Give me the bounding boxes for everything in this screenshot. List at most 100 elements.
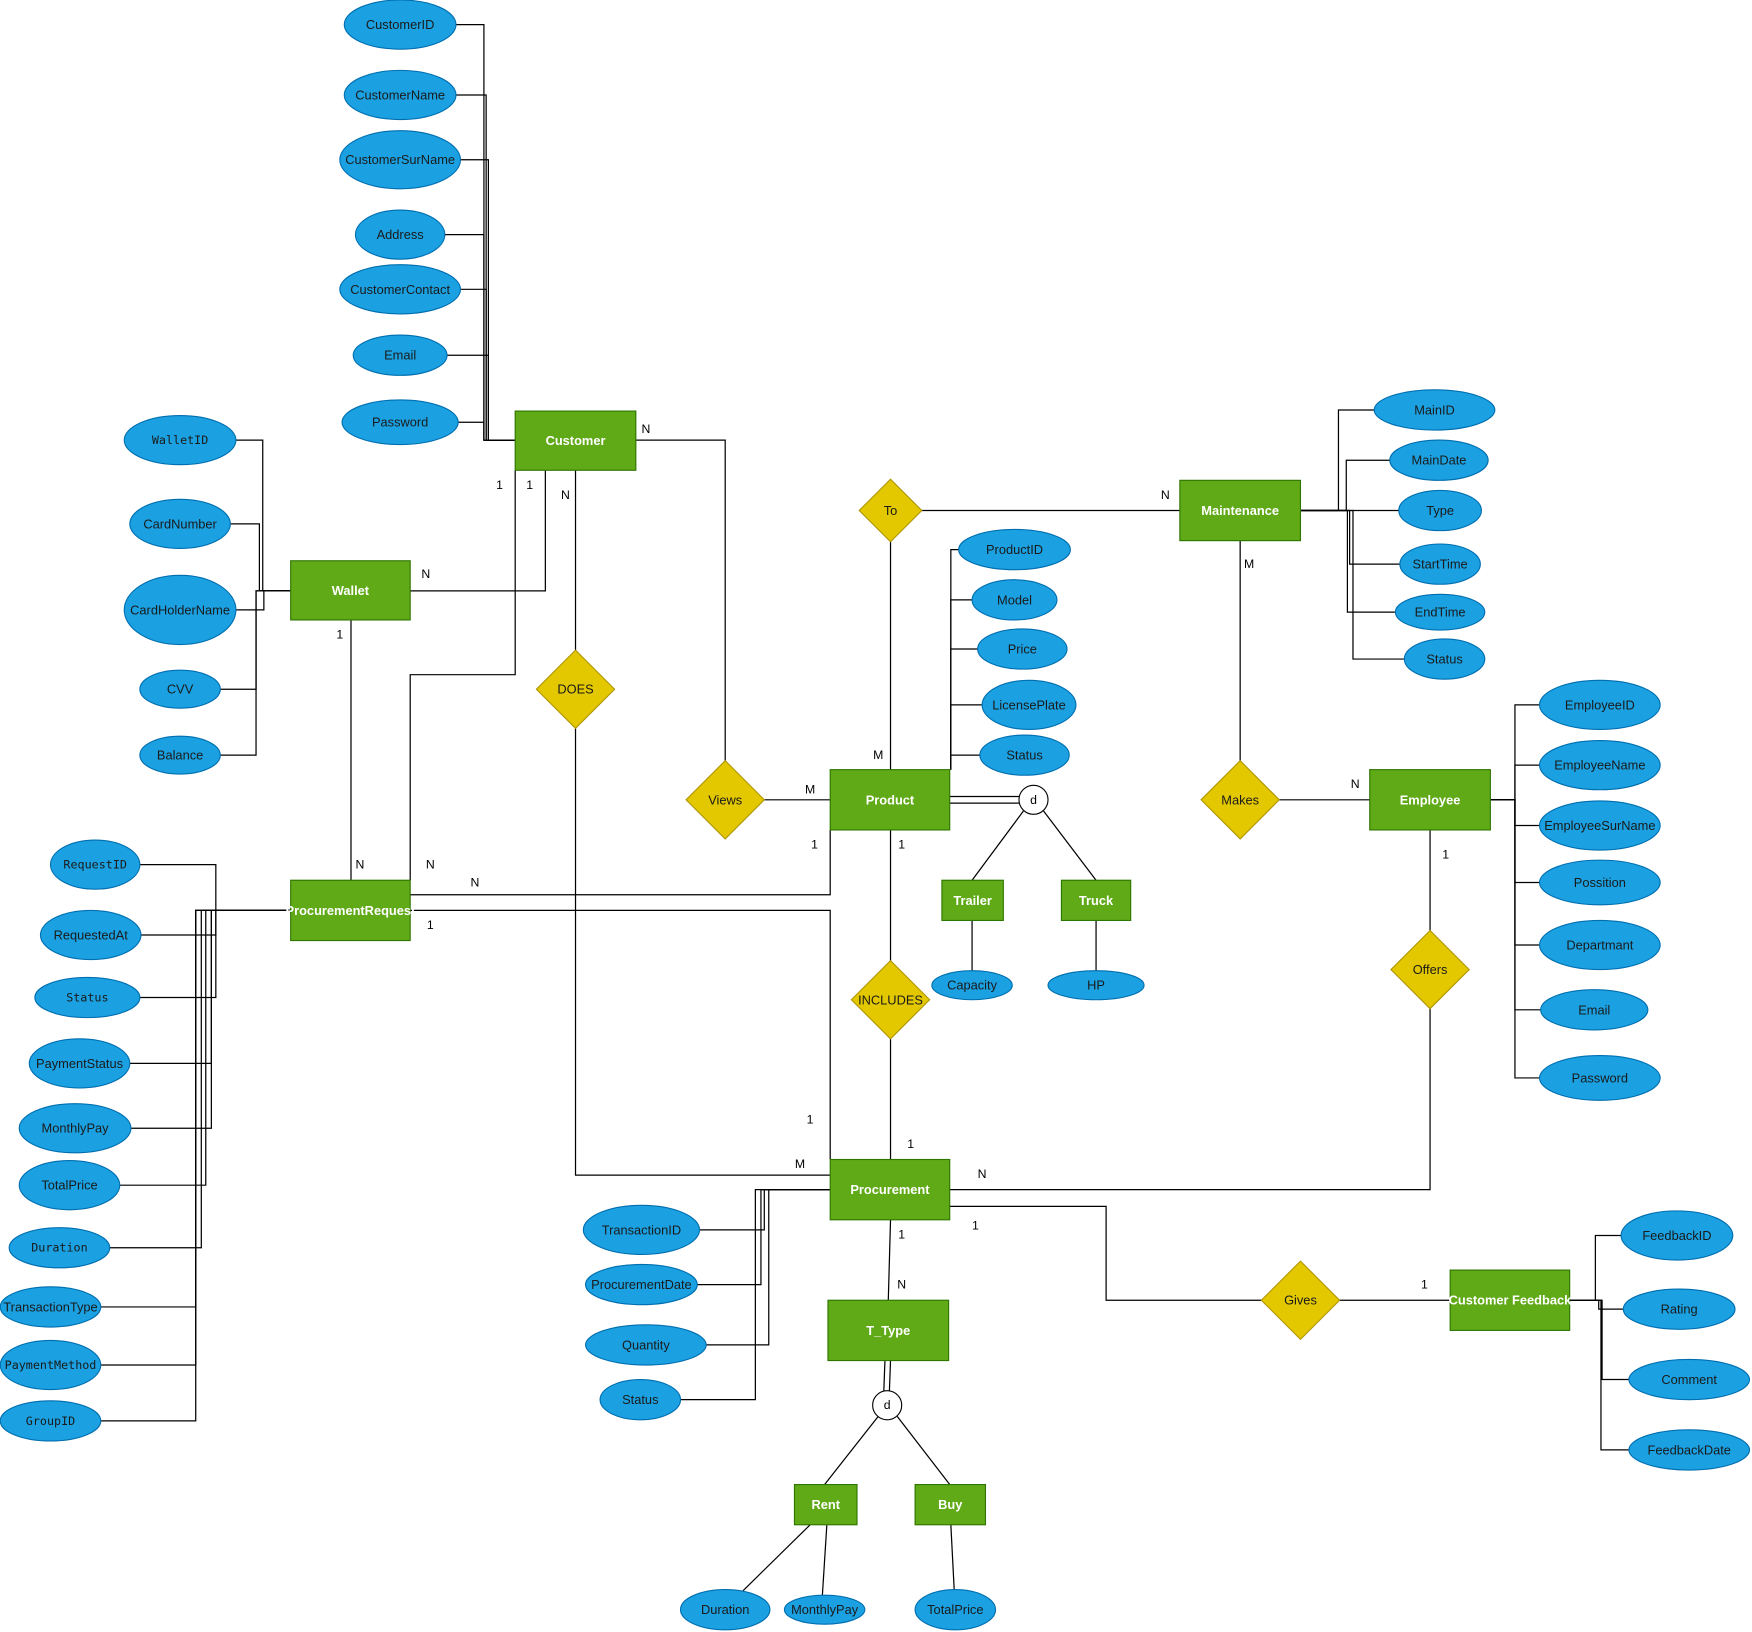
- attribute-label: Password: [372, 415, 428, 430]
- relationship-makes[interactable]: Makes: [1200, 759, 1281, 840]
- entity-trailer[interactable]: Trailer: [941, 879, 1004, 922]
- attribute-label: Email: [1578, 1002, 1610, 1017]
- attribute-label: CustomerID: [366, 17, 434, 32]
- attribute-procurement-request[interactable]: TransactionType: [0, 1286, 102, 1328]
- entity-procurement[interactable]: Procurement: [829, 1158, 951, 1221]
- attribute-employee[interactable]: Departmant: [1538, 919, 1661, 971]
- attribute-maintenance[interactable]: MainDate: [1389, 439, 1489, 481]
- attribute-maintenance[interactable]: StartTime: [1399, 543, 1481, 585]
- attribute-label: TransactionID: [602, 1222, 681, 1237]
- attribute-procurement[interactable]: Quantity: [585, 1324, 707, 1366]
- connector-line: [129, 909, 291, 1065]
- attribute-procurement[interactable]: ProcurementDate: [585, 1263, 698, 1306]
- attribute-customer[interactable]: Email: [352, 334, 448, 376]
- relationship-to[interactable]: To: [858, 478, 923, 543]
- svg-text:d: d: [884, 1398, 891, 1412]
- attribute-product[interactable]: ProductID: [958, 528, 1071, 571]
- attribute-product[interactable]: Model: [971, 579, 1058, 621]
- attribute-customer[interactable]: CustomerContact: [339, 264, 462, 315]
- entity-wallet[interactable]: Wallet: [290, 560, 411, 621]
- attribute-maintenance[interactable]: EndTime: [1394, 593, 1486, 631]
- attribute-buy[interactable]: TotalPrice: [914, 1588, 997, 1631]
- attribute-wallet[interactable]: CVV: [139, 669, 221, 709]
- attribute-employee[interactable]: EmployeeName: [1538, 740, 1661, 791]
- entity-label: Truck: [1079, 893, 1114, 908]
- connector-line: [139, 863, 291, 912]
- attribute-product[interactable]: Price: [977, 628, 1068, 670]
- entity-maintenance[interactable]: Maintenance: [1179, 479, 1302, 542]
- attribute-employee[interactable]: EmployeeID: [1538, 679, 1661, 730]
- connector-line: [139, 909, 291, 999]
- entity-customer-feedback[interactable]: Customer Feedback: [1449, 1269, 1572, 1331]
- relationship-label: DOES: [557, 682, 593, 697]
- attribute-procurement-request[interactable]: Duration: [8, 1227, 111, 1269]
- attribute-employee[interactable]: Email: [1540, 989, 1649, 1031]
- attribute-procurement-request[interactable]: MonthlyPay: [18, 1103, 132, 1154]
- connector-line: [1043, 810, 1097, 881]
- attribute-procurement-request[interactable]: RequestedAt: [39, 909, 142, 961]
- cardinality-label: 1: [811, 837, 818, 851]
- attribute-customer[interactable]: Address: [354, 209, 446, 260]
- relationship-label: INCLUDES: [858, 992, 923, 1007]
- attribute-procurement-request[interactable]: TotalPrice: [18, 1160, 121, 1211]
- attribute-procurement-request[interactable]: PaymentStatus: [28, 1038, 131, 1089]
- entity-buy[interactable]: Buy: [914, 1483, 987, 1526]
- attribute-customer-feedback[interactable]: Comment: [1628, 1358, 1751, 1401]
- attribute-product[interactable]: LicensePlate: [981, 679, 1077, 730]
- cardinality-label: 1: [526, 478, 533, 492]
- entity-procurement-request[interactable]: ProcurementRequest: [286, 879, 416, 942]
- attribute-wallet[interactable]: CardNumber: [129, 498, 231, 550]
- attribute-label: CustomerSurName: [345, 152, 455, 167]
- relationship-gives[interactable]: Gives: [1260, 1260, 1341, 1341]
- connector-line: [1300, 459, 1390, 512]
- attribute-wallet[interactable]: CardHolderName: [123, 574, 237, 646]
- connector-line: [950, 754, 980, 770]
- attribute-rent[interactable]: Duration: [679, 1588, 771, 1631]
- relationship-offers[interactable]: Offers: [1390, 929, 1470, 1010]
- attribute-procurement[interactable]: TransactionID: [582, 1204, 701, 1255]
- attribute-customer[interactable]: CustomerName: [343, 69, 457, 121]
- attribute-customer-feedback[interactable]: FeedbackDate: [1628, 1429, 1751, 1471]
- attribute-wallet[interactable]: Balance: [139, 735, 221, 775]
- attribute-procurement-request[interactable]: Status: [34, 976, 141, 1019]
- cardinality-label: M: [1244, 557, 1254, 571]
- relationship-includes[interactable]: INCLUDES: [850, 959, 931, 1040]
- attribute-truck[interactable]: HP: [1047, 970, 1145, 1001]
- attribute-label: Possition: [1574, 875, 1626, 890]
- cardinality-label: 1: [336, 627, 343, 641]
- attribute-procurement-request[interactable]: PaymentMethod: [0, 1339, 102, 1391]
- connector-line: [1300, 509, 1396, 613]
- entity-label: ProcurementRequest: [286, 903, 416, 918]
- connector-line: [410, 470, 546, 592]
- attribute-customer[interactable]: CustomerSurName: [339, 130, 462, 190]
- attribute-label: FeedbackDate: [1647, 1442, 1730, 1457]
- attribute-maintenance[interactable]: Type: [1398, 489, 1482, 532]
- attribute-product[interactable]: Status: [979, 734, 1070, 776]
- entity-t-type[interactable]: T_Type: [827, 1299, 950, 1362]
- attribute-label: GroupID: [26, 1414, 75, 1428]
- attribute-wallet[interactable]: WalletID: [123, 414, 237, 466]
- attribute-procurement[interactable]: Status: [599, 1378, 682, 1421]
- attribute-employee[interactable]: Possition: [1538, 859, 1661, 906]
- attribute-customer-feedback[interactable]: FeedbackID: [1620, 1210, 1734, 1261]
- attribute-label: MainID: [1414, 402, 1455, 417]
- entity-rent[interactable]: Rent: [793, 1483, 858, 1526]
- entity-employee[interactable]: Employee: [1369, 769, 1491, 831]
- attribute-customer[interactable]: Password: [341, 399, 459, 446]
- entity-customer[interactable]: Customer: [514, 410, 637, 471]
- attribute-maintenance[interactable]: Status: [1403, 638, 1486, 680]
- relationship-does[interactable]: DOES: [535, 649, 616, 730]
- attribute-label: CardNumber: [143, 516, 217, 531]
- attribute-procurement-request[interactable]: RequestID: [49, 839, 141, 890]
- relationship-views[interactable]: Views: [685, 759, 766, 840]
- attribute-procurement-request[interactable]: GroupID: [0, 1400, 102, 1442]
- attribute-employee[interactable]: EmployeeSurName: [1538, 800, 1661, 851]
- attribute-rent[interactable]: MonthlyPay: [783, 1594, 866, 1625]
- attribute-employee[interactable]: Password: [1538, 1055, 1661, 1101]
- entity-truck[interactable]: Truck: [1060, 879, 1132, 922]
- attribute-customer[interactable]: CustomerID: [343, 0, 457, 50]
- entity-product[interactable]: Product: [829, 769, 951, 831]
- attribute-trailer[interactable]: Capacity: [931, 970, 1013, 1001]
- attribute-maintenance[interactable]: MainID: [1373, 389, 1496, 431]
- attribute-customer-feedback[interactable]: Rating: [1622, 1288, 1736, 1330]
